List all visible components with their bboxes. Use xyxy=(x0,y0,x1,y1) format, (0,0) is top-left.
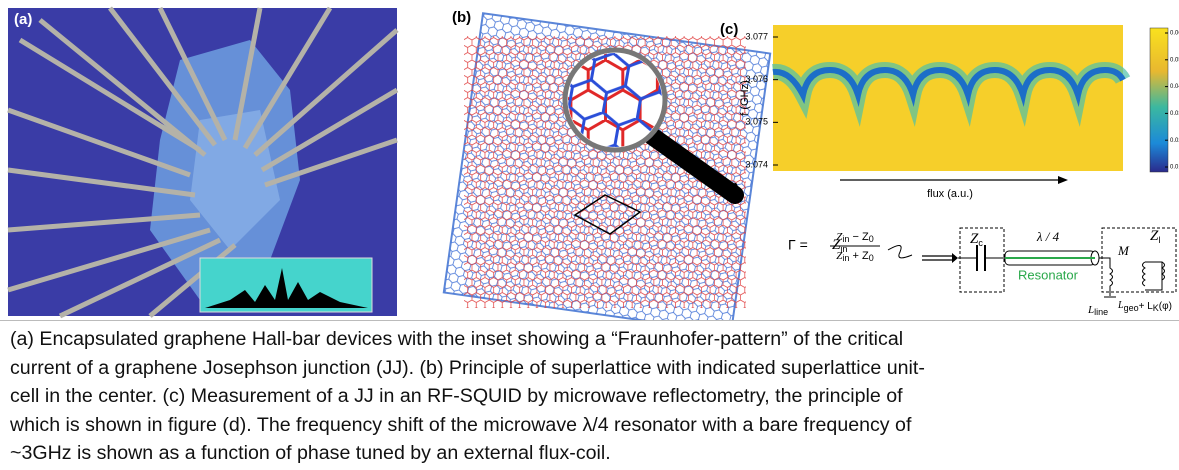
caption-line: current of a graphene Josephson junction… xyxy=(10,354,1179,383)
panel-label: (b) xyxy=(452,9,471,26)
caption-line: cell in the center. (c) Measurement of a… xyxy=(10,382,1179,411)
colorbar-tick-label: 0.03 xyxy=(1170,111,1179,117)
formula-gamma: Γ = xyxy=(788,237,808,253)
formula-numerator: Zin − Z0 xyxy=(836,231,873,245)
panel-label: (c) xyxy=(720,21,738,38)
subscript: in xyxy=(842,253,849,263)
label-resonator: Resonator xyxy=(1018,267,1079,282)
panel-b: (b) xyxy=(444,9,770,320)
panel-label: (a) xyxy=(14,11,32,28)
subscript: l xyxy=(1158,235,1160,245)
label-l-total: Lgeo+ LK(φ) xyxy=(1117,300,1172,313)
label-m: M xyxy=(1117,243,1130,258)
caption: (a) Encapsulated graphene Hall-bar devic… xyxy=(0,320,1179,470)
y-tick-label: 3.077 xyxy=(745,31,768,41)
label-z-l: Zl xyxy=(1150,228,1160,245)
operator: + Z xyxy=(849,250,869,262)
caption-line: which is shown in figure (d). The freque… xyxy=(10,411,1179,440)
colorbar-tick-label: 0.02 xyxy=(1170,138,1179,144)
colorbar-tick-label: 0.06 xyxy=(1170,31,1179,37)
symbol: (φ) xyxy=(1159,301,1172,312)
subscript: in xyxy=(842,234,849,244)
y-tick-label: 3.074 xyxy=(745,159,768,169)
operator: − Z xyxy=(849,231,869,243)
subscript: in xyxy=(840,244,847,254)
panel-label: (d) xyxy=(720,181,739,198)
subscript: geo xyxy=(1124,303,1139,313)
caption-line: (a) Encapsulated graphene Hall-bar devic… xyxy=(10,325,1179,354)
label-l-line: Lline xyxy=(1087,304,1108,318)
panel-a: (a) xyxy=(8,8,397,316)
symbol: L xyxy=(1087,304,1094,316)
colorbar-tick-label: 0.05 xyxy=(1170,57,1179,63)
subscript: c xyxy=(978,238,983,248)
axis-label: f (GHz) xyxy=(739,80,751,115)
panel-c: (c) f (GHz) flux (a.u.) 3.077 3.076 3.075 3… xyxy=(720,21,1179,200)
subscript: 0 xyxy=(869,234,874,244)
subscript: 0 xyxy=(869,253,874,263)
operator: + L xyxy=(1139,301,1154,312)
y-tick-label: 3.075 xyxy=(745,117,768,127)
caption-line: ~3GHz is shown as a function of phase tu… xyxy=(10,439,1179,468)
page: {"panels": { "a": {"label": "(a)"}, "b":… xyxy=(0,0,1179,470)
y-tick-label: 3.076 xyxy=(745,74,768,84)
colorbar-tick-label: 0.01 xyxy=(1170,165,1179,171)
label-lambda: λ / 4 xyxy=(1036,229,1060,244)
figure: (a) (b) (c) f (GHz) flux (a.u.) 3.077 3.0… xyxy=(0,0,1179,320)
subscript: line xyxy=(1094,307,1108,317)
panel-d: (d) Γ = Zin − Z0 Zin + Z0 Zin Zc λ / 4 R… xyxy=(720,181,1176,317)
label-z-c: Zc xyxy=(970,231,983,248)
colorbar-tick-label: 0.04 xyxy=(1170,84,1179,90)
axis-label: flux (a.u.) xyxy=(927,188,973,200)
